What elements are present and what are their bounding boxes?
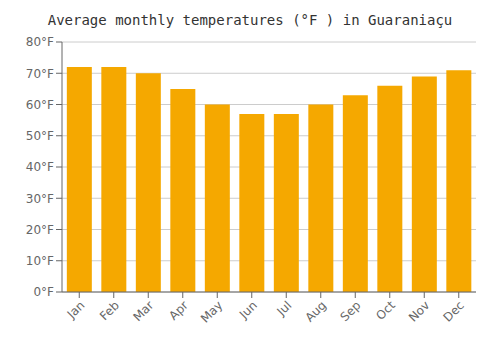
svg-text:Jul: Jul bbox=[274, 298, 295, 319]
svg-text:Sep: Sep bbox=[337, 298, 363, 324]
svg-text:80°F: 80°F bbox=[26, 35, 54, 49]
svg-text:Nov: Nov bbox=[406, 298, 432, 324]
svg-text:50°F: 50°F bbox=[26, 129, 54, 143]
svg-text:Mar: Mar bbox=[130, 298, 156, 324]
svg-text:Feb: Feb bbox=[97, 298, 122, 323]
svg-text:Dec: Dec bbox=[441, 298, 467, 324]
html-text:Average monthly temperatures (: Average monthly temperatures (°F ) in Gu… bbox=[47, 12, 453, 28]
svg-text:70°F: 70°F bbox=[26, 67, 54, 81]
svg-text:Jun: Jun bbox=[236, 298, 260, 322]
svg-text:10°F: 10°F bbox=[26, 254, 54, 268]
svg-text:Oct: Oct bbox=[373, 298, 398, 323]
svg-text:20°F: 20°F bbox=[26, 223, 54, 237]
svg-text:30°F: 30°F bbox=[26, 192, 54, 206]
svg-text:60°F: 60°F bbox=[26, 98, 54, 112]
svg-text:May: May bbox=[198, 298, 225, 325]
svg-text:0°F: 0°F bbox=[33, 285, 54, 299]
svg-text:40°F: 40°F bbox=[26, 160, 54, 174]
svg-text:Aug: Aug bbox=[302, 298, 328, 324]
svg-text:Jan: Jan bbox=[64, 298, 88, 322]
svg-text:Apr: Apr bbox=[166, 298, 191, 323]
